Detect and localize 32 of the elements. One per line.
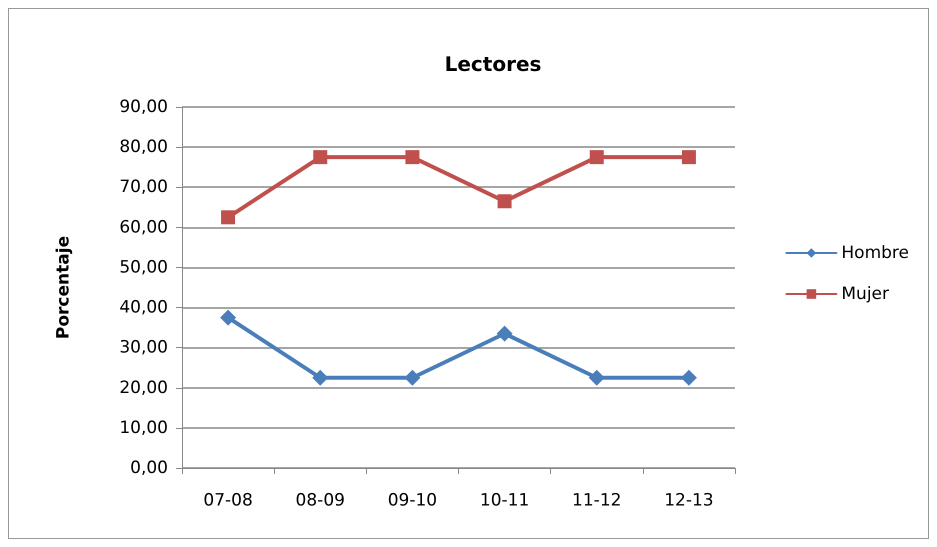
point	[498, 194, 512, 208]
point	[404, 370, 420, 386]
point	[496, 326, 513, 342]
point	[680, 370, 697, 386]
point	[220, 310, 236, 326]
point	[312, 370, 328, 386]
x-tick-label: 08-09	[296, 490, 345, 510]
y-tick-label: 60,00	[119, 217, 168, 238]
x-tick-label: 12-13	[664, 490, 714, 510]
y-tick-label: 80,00	[119, 137, 168, 158]
x-tick-label: 09-10	[388, 490, 438, 510]
legend-label: Mujer	[841, 284, 890, 304]
y-tick-label: 30,00	[119, 338, 168, 358]
chart-title: Lectores	[444, 52, 542, 76]
y-tick-label: 40,00	[119, 298, 168, 318]
point	[313, 150, 328, 164]
y-tick-label: 70,00	[119, 177, 168, 198]
x-tick-label: 10-11	[480, 490, 530, 510]
y-tick-label: 10,00	[119, 418, 168, 438]
point	[682, 150, 696, 164]
point	[221, 210, 236, 224]
y-tick-label: 90,00	[119, 97, 168, 117]
point	[588, 370, 605, 386]
point	[590, 150, 604, 164]
legend-label: Hombre	[841, 243, 910, 263]
x-tick-label: 11-12	[572, 490, 622, 510]
x-tick-label: 07-08	[203, 490, 253, 510]
y-tick-label: 20,00	[119, 378, 168, 398]
y-tick-label: 50,00	[119, 257, 168, 278]
y-axis-title: Porcentaje	[54, 236, 74, 340]
y-tick-label: 0,00	[130, 458, 168, 478]
point	[405, 150, 420, 164]
